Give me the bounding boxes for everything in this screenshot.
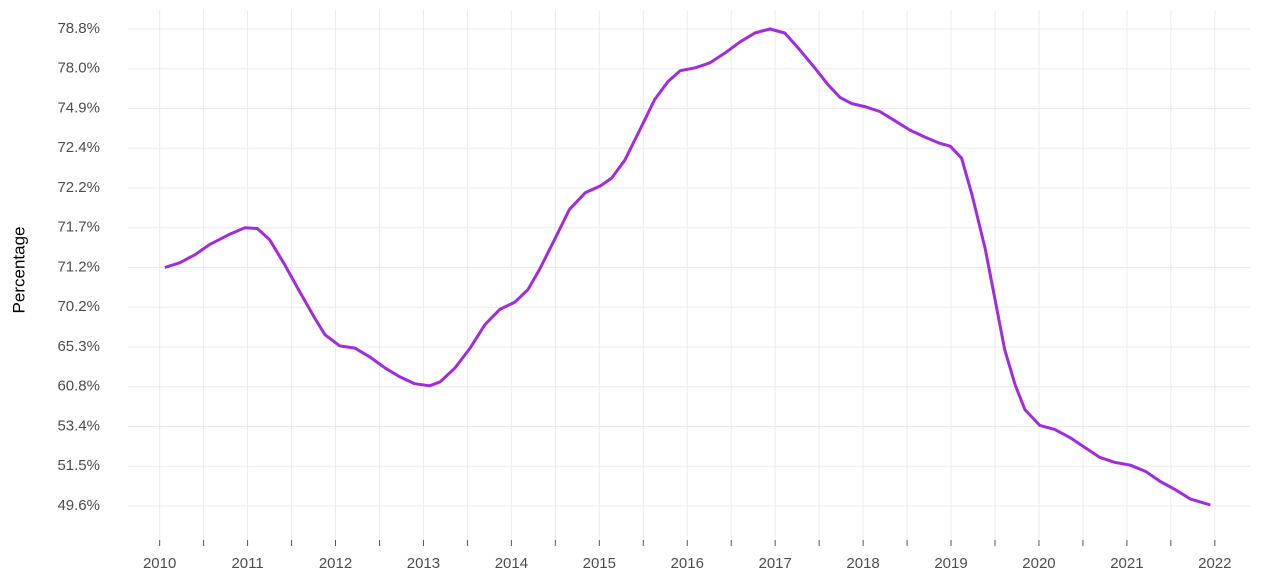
x-tick-label: 2016 bbox=[671, 555, 704, 572]
x-tick-label: 2019 bbox=[934, 555, 967, 572]
y-axis-label: Percentage bbox=[9, 227, 28, 314]
x-tick-label: 2010 bbox=[143, 555, 176, 572]
x-tick-label: 2020 bbox=[1022, 555, 1055, 572]
data-line bbox=[164, 27, 1211, 507]
x-tick-label: 2022 bbox=[1198, 555, 1231, 572]
x-tick-label: 2012 bbox=[319, 555, 352, 572]
x-tick-label: 2011 bbox=[231, 555, 263, 572]
y-tick-label: 53.4% bbox=[57, 417, 100, 434]
y-tick-label: 60.8% bbox=[57, 378, 100, 395]
x-tick-label: 2015 bbox=[583, 555, 616, 572]
y-tick-label: 49.6% bbox=[57, 497, 100, 514]
y-tick-label: 78.0% bbox=[57, 60, 100, 77]
y-tick-label: 71.2% bbox=[57, 258, 100, 275]
y-tick-label: 78.8% bbox=[57, 20, 100, 37]
y-tick-label: 71.7% bbox=[57, 219, 100, 236]
x-tick-label: 2017 bbox=[758, 555, 791, 572]
y-tick-label: 70.2% bbox=[57, 298, 100, 315]
x-tick-label: 2014 bbox=[495, 555, 528, 572]
x-tick-label: 2013 bbox=[407, 555, 440, 572]
x-tick-label: 2021 bbox=[1110, 555, 1143, 572]
y-tick-label: 74.9% bbox=[57, 99, 100, 116]
y-tick-label: 72.2% bbox=[57, 179, 100, 196]
y-tick-label: 65.3% bbox=[57, 338, 100, 355]
y-tick-label: 51.5% bbox=[57, 457, 100, 474]
x-tick-label: 2018 bbox=[846, 555, 879, 572]
y-tick-label: 72.4% bbox=[57, 139, 100, 156]
